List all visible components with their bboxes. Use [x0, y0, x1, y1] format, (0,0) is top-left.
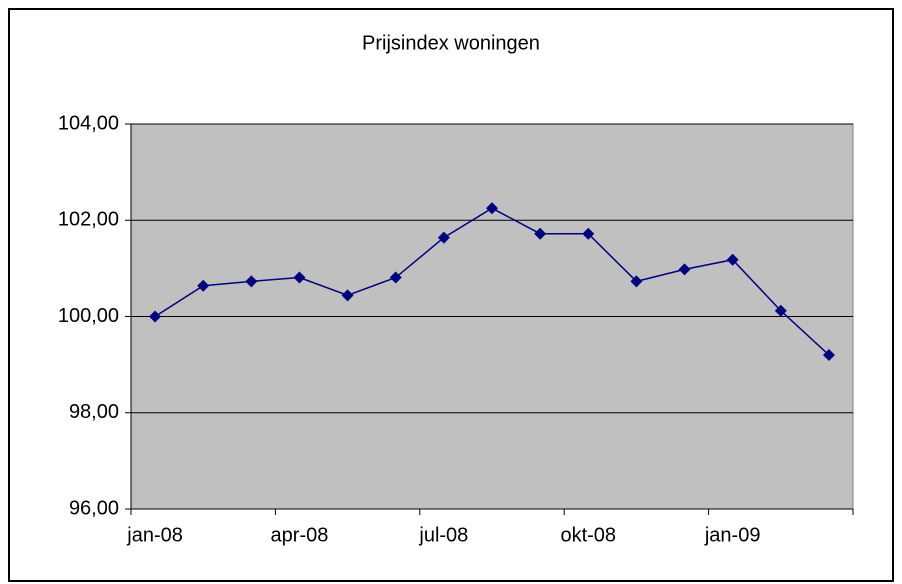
x-tick-label: jul-08: [418, 524, 468, 546]
marker: [197, 279, 210, 292]
marker: [582, 227, 595, 240]
y-tick-label: 96,00: [69, 497, 119, 519]
x-tick-label: jan-08: [126, 524, 183, 546]
marker: [149, 310, 162, 323]
x-tick-label: apr-08: [271, 524, 329, 546]
y-tick-label: 102,00: [58, 209, 119, 231]
marker: [293, 271, 306, 284]
marker: [245, 275, 258, 288]
marker: [341, 289, 354, 302]
marker: [726, 253, 739, 266]
marker: [534, 227, 547, 240]
marker: [486, 202, 498, 215]
x-tick-label: jan-09: [704, 524, 761, 546]
y-tick-label: 104,00: [58, 112, 119, 134]
y-tick-label: 98,00: [69, 401, 119, 423]
chart-title: Prijsindex woningen: [362, 32, 540, 54]
marker: [678, 263, 691, 276]
marker: [822, 349, 835, 361]
y-tick-label: 100,00: [58, 305, 119, 327]
marker: [774, 304, 787, 317]
marker: [630, 275, 643, 288]
marker: [437, 231, 450, 244]
marker: [389, 271, 402, 284]
x-tick-label: okt-08: [560, 524, 616, 546]
